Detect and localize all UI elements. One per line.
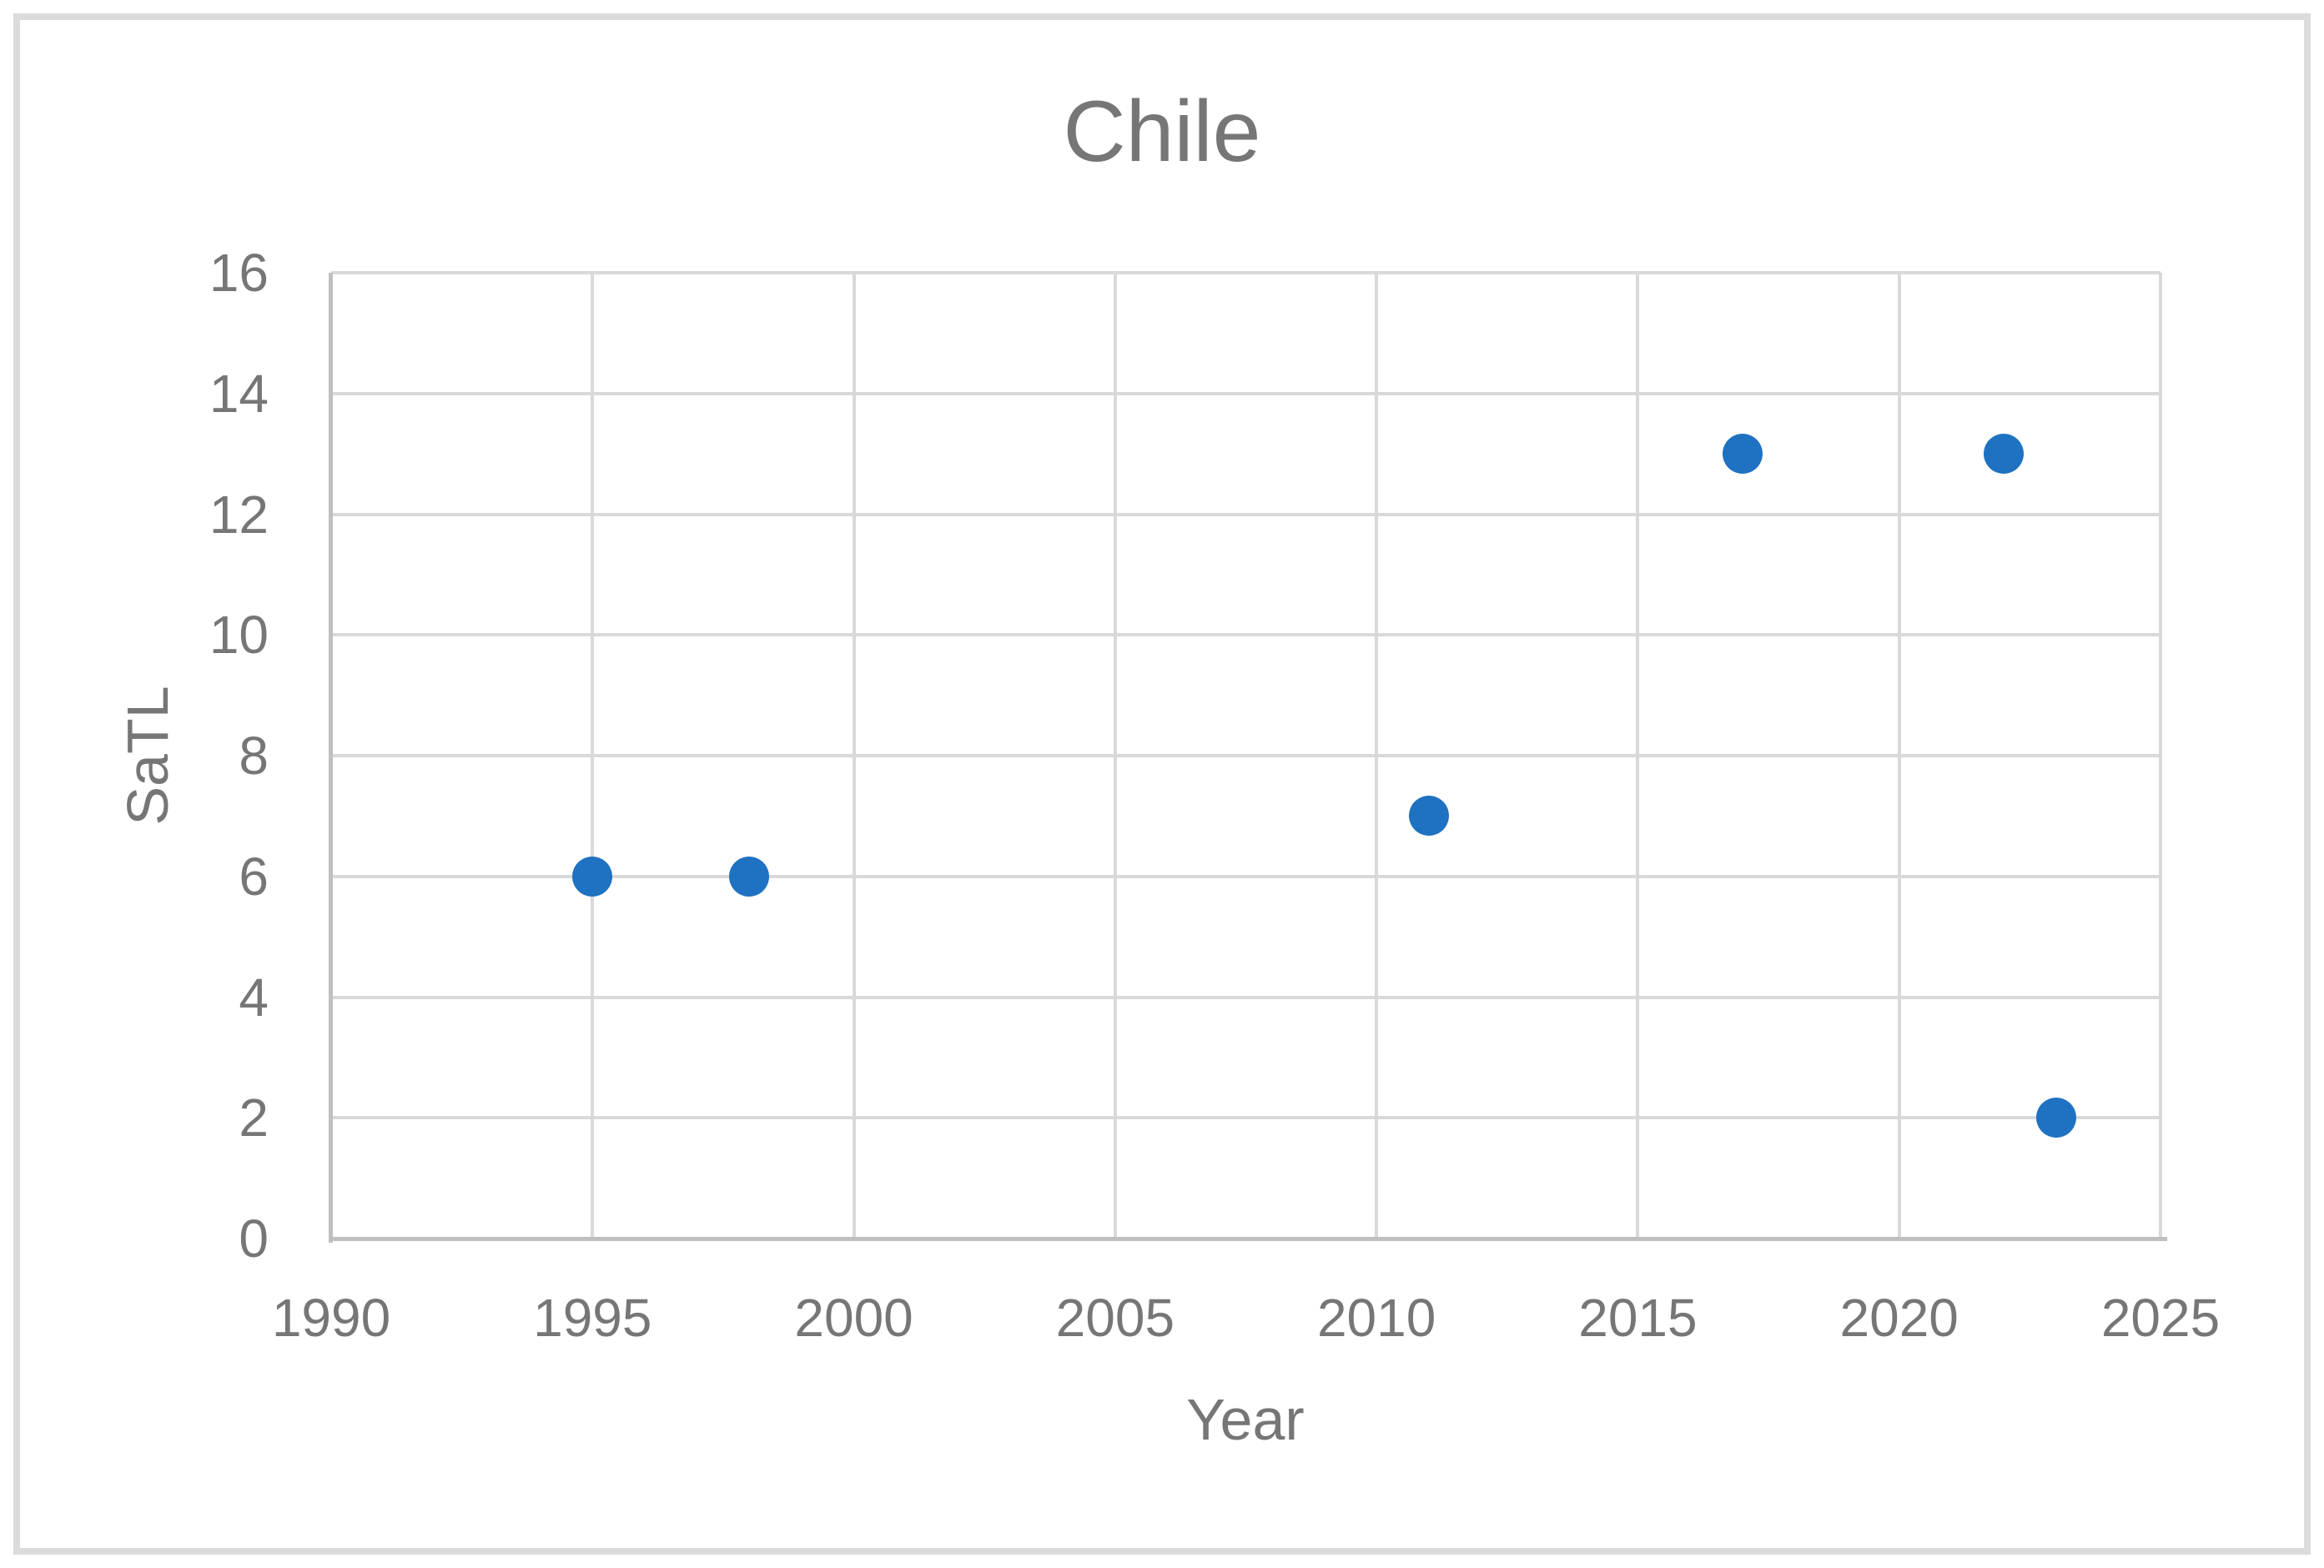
y-tick-label: 6	[239, 846, 269, 907]
scatter-point	[572, 856, 613, 897]
gridline-horizontal	[331, 754, 2161, 757]
gridline-horizontal	[331, 271, 2161, 274]
chart-title: Chile	[1063, 83, 1261, 180]
x-axis-line	[329, 1237, 2167, 1241]
scatter-point	[1722, 434, 1763, 475]
x-tick-label: 2010	[1316, 1288, 1436, 1348]
x-tick-label: 2005	[1055, 1288, 1175, 1348]
y-tick-label: 14	[209, 363, 269, 424]
gridline-horizontal	[331, 391, 2161, 395]
gridline-horizontal	[331, 1116, 2161, 1120]
chart-border	[13, 13, 2311, 1555]
x-tick-label: 2020	[1839, 1288, 1959, 1348]
x-tick-label: 2000	[794, 1288, 913, 1348]
y-tick-label: 4	[239, 967, 269, 1028]
gridline-vertical	[2159, 273, 2162, 1239]
gridline-horizontal	[331, 874, 2161, 878]
gridline-horizontal	[331, 633, 2161, 637]
y-axis-line	[329, 273, 333, 1243]
x-axis-title: Year	[1186, 1387, 1305, 1452]
x-tick-label: 2015	[1578, 1288, 1698, 1348]
plot-area	[331, 271, 2162, 1239]
x-tick-label: 1990	[271, 1288, 391, 1348]
y-tick-label: 16	[209, 243, 269, 303]
scatter-point	[1408, 796, 1449, 837]
y-tick-label: 8	[239, 726, 269, 786]
scatter-point	[729, 856, 770, 897]
gridline-horizontal	[331, 995, 2161, 999]
x-tick-label: 1995	[533, 1288, 652, 1348]
gridline-horizontal	[331, 512, 2161, 516]
y-tick-label: 0	[239, 1209, 269, 1269]
scatter-point	[1984, 434, 2025, 475]
x-tick-label: 2025	[2100, 1288, 2221, 1348]
y-tick-label: 12	[209, 484, 269, 545]
y-tick-label: 10	[209, 605, 269, 666]
y-tick-label: 2	[239, 1088, 269, 1148]
scatter-point	[2035, 1098, 2076, 1138]
